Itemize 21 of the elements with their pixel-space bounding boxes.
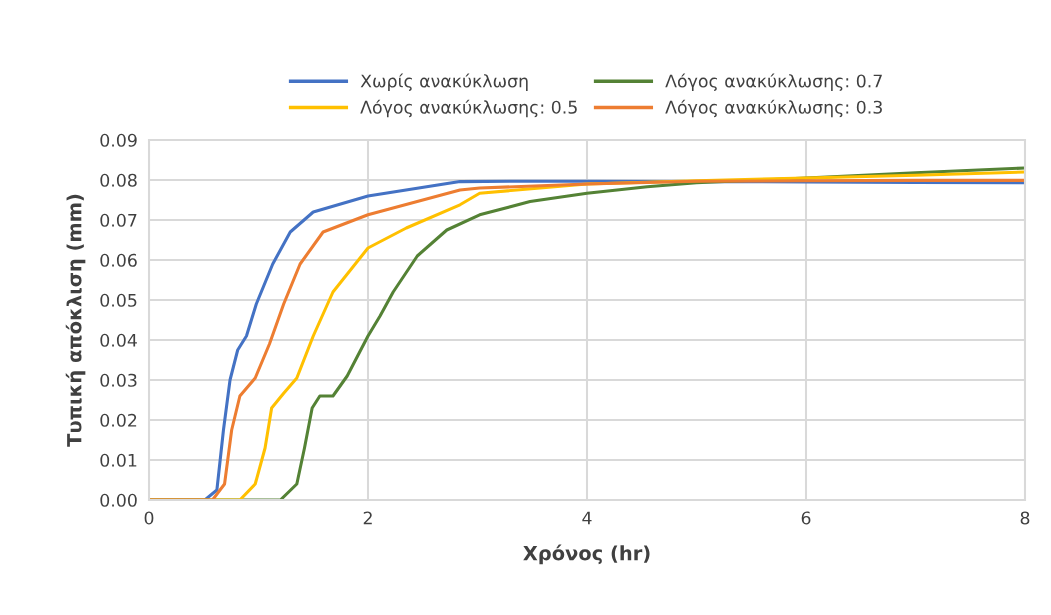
y-tick-label: 0.03 (100, 373, 137, 387)
x-tick-label: 2 (363, 511, 372, 525)
y-tick-label: 0.08 (100, 173, 137, 187)
y-axis-title: Τυπική απόκλιση (mm) (65, 194, 86, 447)
y-tick-label: 0.02 (100, 413, 137, 427)
legend-label: Λόγος ανακύκλωσης: 0.5 (360, 99, 577, 118)
y-tick-label: 0.01 (100, 453, 137, 467)
x-tick-label: 8 (1020, 511, 1030, 525)
x-tick-label: 0 (144, 511, 154, 525)
y-tick-label: 0.06 (100, 253, 137, 267)
y-tick-label: 0.04 (100, 333, 137, 347)
x-axis-title: Χρόνος (hr) (523, 544, 650, 565)
y-tick-label: 0.09 (100, 133, 137, 147)
x-tick-label: 4 (582, 511, 592, 525)
legend-label: Λόγος ανακύκλωσης: 0.7 (665, 73, 882, 91)
legend-label: Χωρίς ανακύκλωση (360, 73, 528, 91)
legend-label: Λόγος ανακύκλωσης: 0.3 (665, 99, 882, 118)
y-tick-label: 0.00 (100, 493, 137, 507)
y-tick-label: 0.07 (100, 213, 137, 227)
y-tick-label: 0.05 (100, 293, 137, 307)
x-tick-label: 6 (801, 511, 811, 525)
